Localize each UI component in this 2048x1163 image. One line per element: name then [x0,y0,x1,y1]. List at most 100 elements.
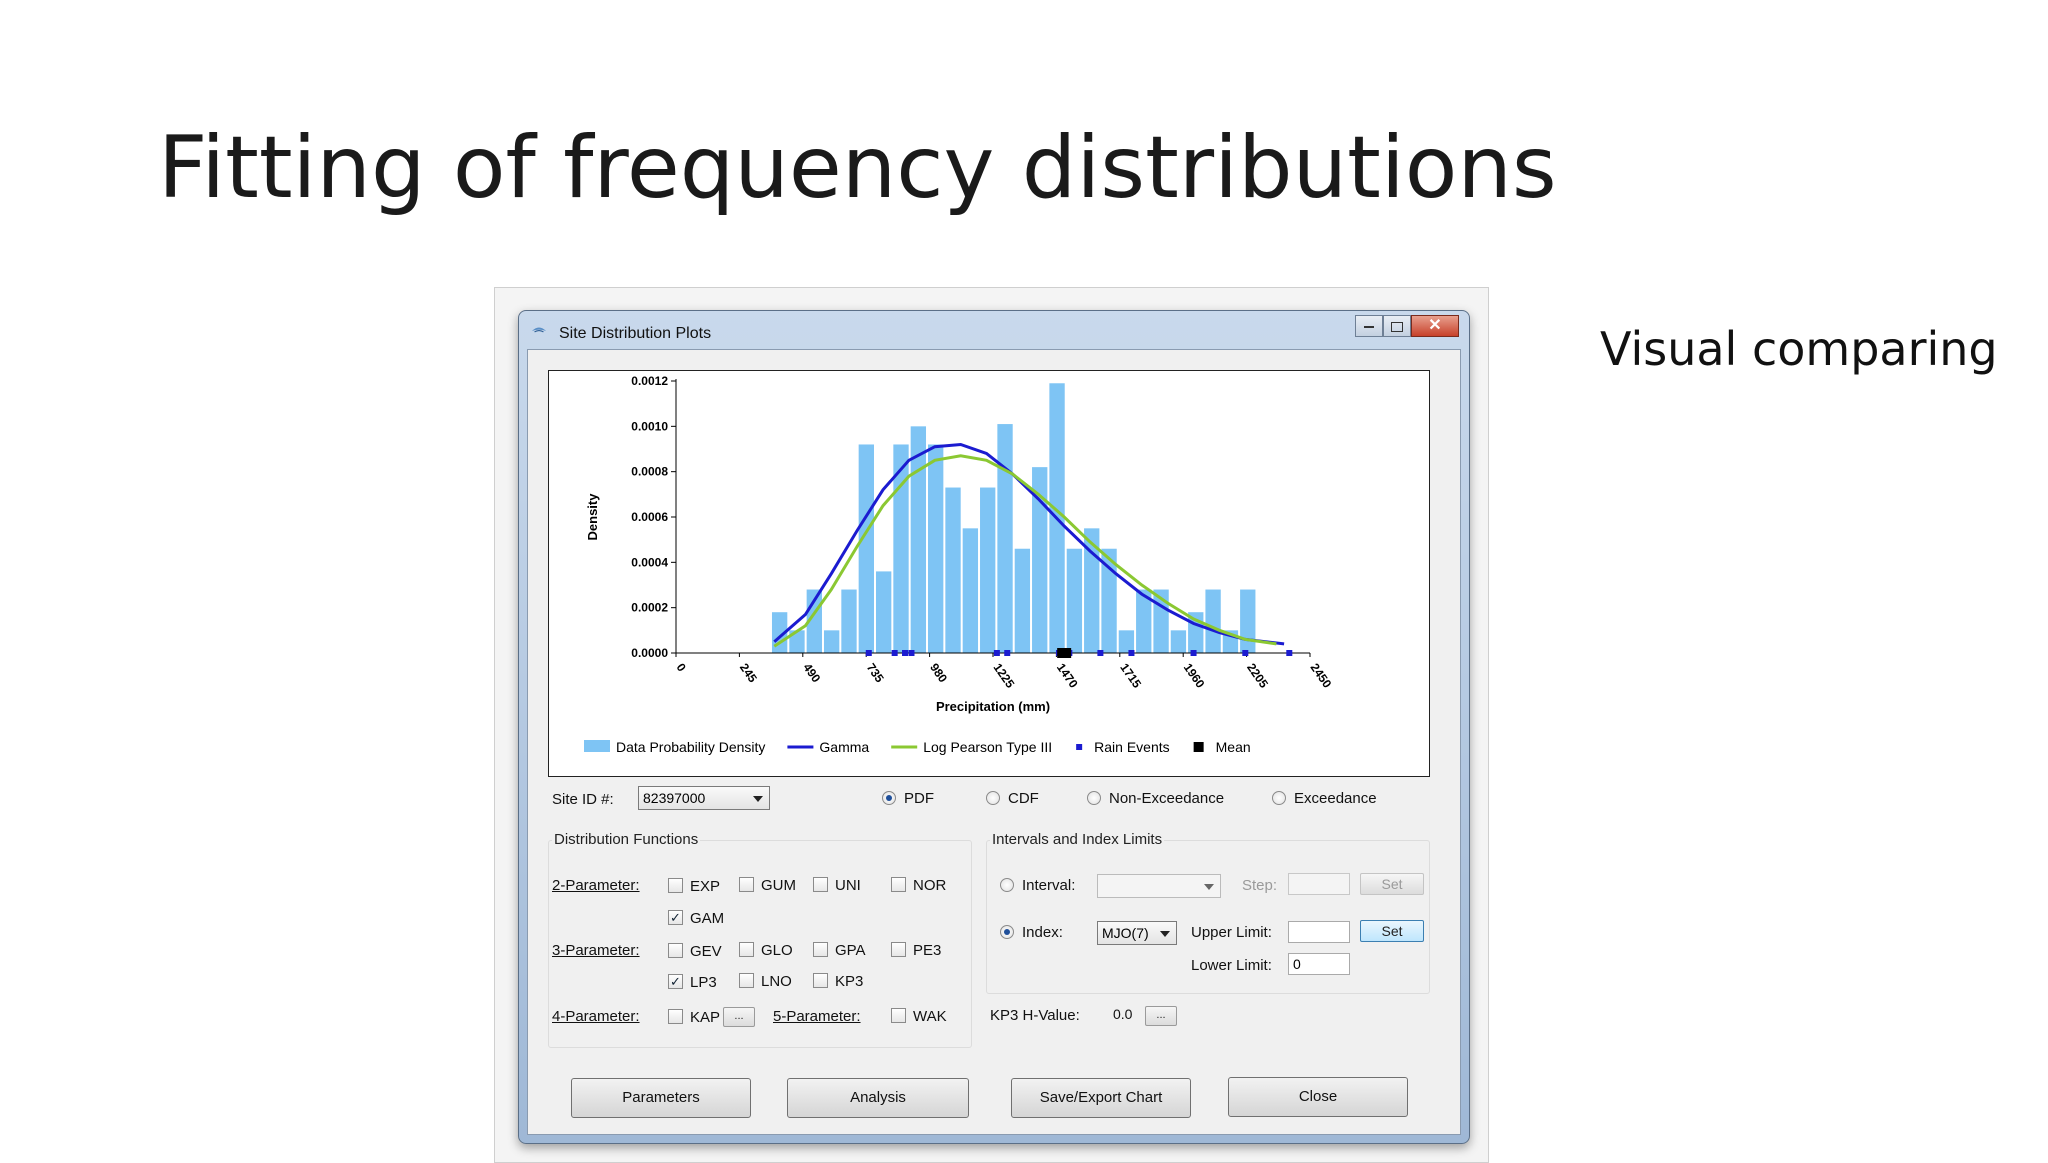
x-tick-label: 245 [737,661,760,686]
checkbox-kp3[interactable] [813,973,828,988]
index-set-button[interactable]: Set [1360,920,1424,942]
checkbox-gam-label: GAM [690,910,725,927]
site-id-value: 82397000 [643,790,706,806]
legend-label: Log Pearson Type III [923,739,1052,755]
site-id-dropdown[interactable]: 82397000 [638,786,770,810]
window-controls: ✕ [1355,315,1459,337]
checkbox-gpa[interactable] [813,942,828,957]
step-input[interactable] [1288,873,1350,895]
chevron-down-icon [1160,931,1170,937]
close-button[interactable]: Close [1228,1077,1408,1117]
legend-label: Gamma [819,739,869,755]
histogram-bar [962,528,979,653]
checkbox-lno-label: LNO [761,973,792,990]
x-tick-label: 735 [864,661,887,686]
interval-dropdown[interactable] [1097,874,1221,898]
radio-interval[interactable] [1000,878,1014,892]
checkbox-kap[interactable] [668,1009,683,1024]
rain-event-marker [993,650,1000,656]
checkbox-pe3[interactable] [891,942,906,957]
interval-set-button[interactable]: Set [1360,873,1424,895]
checkbox-nor-label: NOR [913,877,947,894]
histogram-bar [1153,589,1169,653]
index-label: Index: [1022,924,1063,941]
maximize-button[interactable] [1383,315,1411,337]
checkbox-exp[interactable] [668,878,683,893]
lower-limit-label: Lower Limit: [1191,957,1272,974]
parameters-button[interactable]: Parameters [571,1078,751,1118]
index-value: MJO(7) [1102,925,1149,941]
radio-non-exceedance[interactable] [1087,791,1101,805]
kap-options-button[interactable]: ... [723,1007,755,1027]
minimize-icon [1364,325,1374,328]
checkbox-gam[interactable]: ✓ [668,910,683,925]
analysis-button[interactable]: Analysis [787,1078,969,1118]
window-title: Site Distribution Plots [559,325,712,342]
upper-limit-label: Upper Limit: [1191,924,1272,941]
radio-cdf[interactable] [986,791,1000,805]
histogram-bar [841,589,857,653]
y-axis-label: Density [585,493,600,541]
histogram-bar [1240,589,1256,653]
legend-label: Data Probability Density [616,739,765,755]
x-axis-label: Precipitation (mm) [936,699,1050,714]
y-tick-label: 0.0012 [631,374,668,388]
checkbox-lp3[interactable]: ✓ [668,974,683,989]
intervals-group [986,840,1430,994]
checkbox-gum[interactable] [739,877,754,892]
histogram-bar [1118,630,1135,653]
y-tick-label: 0.0004 [631,555,668,569]
gamma-curve [773,442,1285,646]
slide-title: Fitting of frequency distributions [158,118,1557,218]
kp3-h-value-label: KP3 H-Value: [990,1007,1080,1024]
three-parameter-link[interactable]: 3-Parameter: [552,942,640,959]
two-parameter-link[interactable]: 2-Parameter: [552,877,640,894]
upper-limit-input[interactable] [1288,921,1350,943]
legend-swatch-rain [1076,744,1083,750]
chart-panel: 0.0000 0.0002 0.0004 0.0006 0.0008 0.0010 0.00… [548,370,1430,777]
histogram-bar [945,487,961,653]
five-parameter-link[interactable]: 5-Parameter: [773,1008,861,1025]
index-dropdown[interactable]: MJO(7) [1097,921,1177,945]
checkbox-uni[interactable] [813,877,828,892]
histogram-bar [1205,589,1221,653]
radio-pdf[interactable] [882,791,896,805]
save-export-chart-button[interactable]: Save/Export Chart [1011,1078,1191,1118]
checkbox-kap-label: KAP [690,1009,721,1026]
lower-limit-input[interactable]: 0 [1288,953,1350,975]
histogram-bar [875,571,892,653]
rain-event-marker [902,650,909,656]
x-tick-label: 1960 [1181,661,1208,691]
minimize-button[interactable] [1355,315,1383,337]
checkbox-gev[interactable] [668,943,683,958]
radio-exceedance[interactable] [1272,791,1286,805]
checkbox-lno[interactable] [739,973,754,988]
radio-index[interactable] [1000,925,1014,939]
radio-non-exceedance-label: Non-Exceedance [1109,790,1225,807]
rain-event-marker [1286,650,1293,656]
four-parameter-link[interactable]: 4-Parameter: [552,1008,640,1025]
histogram-bar [789,630,805,653]
rain-event-marker [908,650,915,656]
interval-label: Interval: [1022,877,1076,894]
distribution-functions-title: Distribution Functions [552,831,701,848]
checkbox-glo[interactable] [739,942,754,957]
mean-marker [1057,648,1072,658]
rain-event-marker [1097,650,1104,656]
y-tick-label: 0.0010 [631,419,668,433]
checkbox-exp-label: EXP [690,878,721,895]
log-pearson-curve [773,454,1277,648]
client-area: 0.0000 0.0002 0.0004 0.0006 0.0008 0.0010 0.00… [527,349,1461,1135]
histogram-bar [1032,467,1048,653]
checkbox-nor[interactable] [891,877,906,892]
legend-label: Mean [1216,739,1251,755]
check-icon: ✓ [670,974,681,989]
kp3-options-button[interactable]: ... [1145,1006,1177,1026]
checkbox-lp3-label: LP3 [690,974,717,991]
checkbox-wak[interactable] [891,1008,906,1023]
x-tick-label: 0 [674,661,689,675]
title-bar[interactable]: Site Distribution Plots ✕ [519,311,1469,349]
x-tick-label: 490 [800,661,823,686]
close-window-button[interactable]: ✕ [1411,315,1459,337]
histogram-bar [771,612,788,653]
